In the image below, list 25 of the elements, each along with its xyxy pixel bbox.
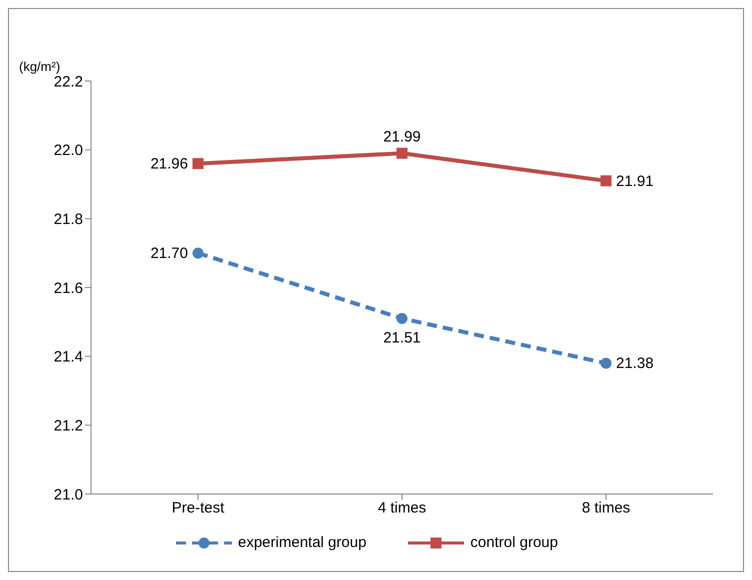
data-label: 21.96	[150, 156, 188, 173]
point	[396, 148, 408, 159]
y-tick-label: 21.8	[54, 210, 83, 228]
y-tick-label: 22.2	[54, 73, 83, 90]
point	[192, 248, 204, 259]
data-label: 21.70	[150, 245, 188, 262]
y-tick-label: 21.4	[54, 348, 83, 366]
x-tick-label: 8 times	[582, 500, 630, 517]
data-label: 21.38	[616, 355, 654, 372]
x-tick-label: Pre-test	[172, 500, 226, 517]
y-tick-label: 22.0	[54, 142, 83, 160]
y-tick-label: 21.6	[54, 280, 83, 297]
point	[192, 158, 204, 170]
legend-label: control group	[470, 534, 558, 551]
point	[396, 312, 408, 324]
x-tick-label: 4 times	[378, 500, 426, 517]
y-tick-label: 21.0	[54, 486, 83, 504]
y-axis-title: (kg/m²)	[19, 59, 60, 74]
data-label: 21.51	[383, 329, 421, 346]
data-label: 21.99	[383, 128, 421, 146]
y-tick-label: 21.2	[54, 417, 83, 434]
legend-label: experimental group	[238, 534, 366, 551]
point	[600, 175, 612, 186]
data-label: 21.91	[616, 172, 654, 190]
point	[600, 358, 612, 369]
